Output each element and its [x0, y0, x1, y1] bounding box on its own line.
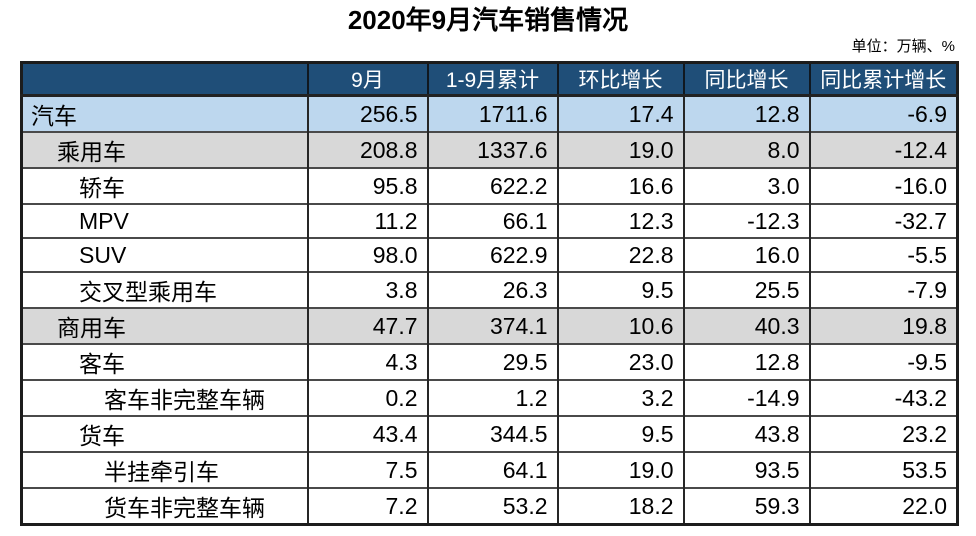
value-cell: 4.3 — [306, 344, 428, 380]
value-cell: 16.0 — [682, 238, 810, 272]
value-cell: 53.5 — [808, 452, 958, 488]
value-cell: 1.2 — [426, 380, 558, 416]
value-cell: 26.3 — [426, 272, 558, 308]
row-label: 客车 — [79, 351, 125, 377]
value-cell: 25.5 — [682, 272, 810, 308]
value-cell: 11.2 — [306, 204, 428, 238]
table-row: 商用车 47.7 374.1 10.6 40.3 19.8 — [21, 308, 958, 344]
table-row: 汽车 256.5 1711.6 17.4 12.8 -6.9 — [21, 95, 958, 132]
value-cell: 47.7 — [306, 308, 428, 344]
value-cell: -16.0 — [808, 168, 958, 204]
value-cell: 95.8 — [306, 168, 428, 204]
value-cell: 622.2 — [426, 168, 558, 204]
table-row: MPV 11.2 66.1 12.3 -12.3 -32.7 — [21, 204, 958, 238]
value-cell: 12.8 — [682, 344, 810, 380]
value-cell: 59.3 — [682, 488, 810, 525]
value-cell: 10.6 — [556, 308, 684, 344]
value-cell: 18.2 — [556, 488, 684, 525]
value-cell: -12.3 — [682, 204, 810, 238]
value-cell: 22.0 — [808, 488, 958, 525]
value-cell: 17.4 — [556, 95, 684, 132]
value-cell: 374.1 — [426, 308, 558, 344]
page-title: 2020年9月汽车销售情况 — [347, 5, 629, 35]
value-cell: 3.2 — [556, 380, 684, 416]
row-label: 轿车 — [79, 175, 125, 201]
table-row: 半挂牵引车 7.5 64.1 19.0 93.5 53.5 — [21, 452, 958, 488]
table-row: 客车 4.3 29.5 23.0 12.8 -9.5 — [21, 344, 958, 380]
value-cell: 7.5 — [306, 452, 428, 488]
value-cell: -12.4 — [808, 132, 958, 168]
value-cell: 64.1 — [426, 452, 558, 488]
value-cell: 7.2 — [306, 488, 428, 525]
value-cell: -14.9 — [682, 380, 810, 416]
value-cell: 8.0 — [682, 132, 810, 168]
value-cell: 23.2 — [808, 416, 958, 452]
table-row: SUV 98.0 622.9 22.8 16.0 -5.5 — [21, 238, 958, 272]
value-cell: 43.8 — [682, 416, 810, 452]
value-cell: 3.0 — [682, 168, 810, 204]
value-cell: 256.5 — [306, 95, 428, 132]
table-row: 轿车 95.8 622.2 16.6 3.0 -16.0 — [21, 168, 958, 204]
column-header-yoy-growth: 同比增长 — [682, 62, 810, 96]
value-cell: -6.9 — [808, 95, 958, 132]
value-cell: -7.9 — [808, 272, 958, 308]
row-label: 货车 — [79, 423, 125, 449]
value-cell: 23.0 — [556, 344, 684, 380]
value-cell: 19.0 — [556, 132, 684, 168]
row-label: 半挂牵引车 — [104, 459, 219, 485]
value-cell: -5.5 — [808, 238, 958, 272]
column-header-september: 9月 — [306, 62, 428, 96]
row-label: 汽车 — [31, 103, 77, 129]
table-row: 客车非完整车辆 0.2 1.2 3.2 -14.9 -43.2 — [21, 380, 958, 416]
row-label: 客车非完整车辆 — [104, 387, 265, 413]
header-row: 9月 1-9月累计 环比增长 同比增长 同比累计增长 — [21, 62, 958, 96]
value-cell: 1711.6 — [426, 95, 558, 132]
value-cell: -9.5 — [808, 344, 958, 380]
table-row: 交叉型乘用车 3.8 26.3 9.5 25.5 -7.9 — [21, 272, 958, 308]
row-label: 交叉型乘用车 — [79, 279, 217, 305]
value-cell: 43.4 — [306, 416, 428, 452]
row-label: 货车非完整车辆 — [104, 495, 265, 521]
table-row: 货车非完整车辆 7.2 53.2 18.2 59.3 22.0 — [22, 488, 958, 525]
value-cell: 344.5 — [426, 416, 558, 452]
value-cell: 22.8 — [556, 238, 684, 272]
value-cell: 16.6 — [556, 168, 684, 204]
value-cell: 93.5 — [682, 452, 810, 488]
row-label: 乘用车 — [57, 139, 126, 165]
value-cell: -32.7 — [808, 204, 958, 238]
value-cell: -43.2 — [808, 380, 958, 416]
row-label: SUV — [79, 241, 127, 268]
column-header-mom-growth: 环比增长 — [556, 62, 684, 96]
value-cell: 9.5 — [556, 272, 684, 308]
value-cell: 66.1 — [426, 204, 558, 238]
column-header-yoy-cumulative-growth: 同比累计增长 — [808, 62, 958, 96]
value-cell: 0.2 — [306, 380, 428, 416]
value-cell: 9.5 — [556, 416, 684, 452]
row-label: 商用车 — [57, 315, 126, 341]
unit-note: 单位：万辆、% — [851, 38, 955, 55]
value-cell: 12.8 — [682, 95, 810, 132]
value-cell: 1337.6 — [426, 132, 558, 168]
value-cell: 40.3 — [682, 308, 810, 344]
table-row: 乘用车 208.8 1337.6 19.0 8.0 -12.4 — [21, 132, 958, 168]
column-header-category — [21, 62, 308, 96]
column-header-cumulative: 1-9月累计 — [426, 62, 558, 96]
value-cell: 208.8 — [306, 132, 428, 168]
value-cell: 3.8 — [306, 272, 428, 308]
value-cell: 98.0 — [306, 238, 428, 272]
value-cell: 29.5 — [426, 344, 558, 380]
value-cell: 622.9 — [426, 238, 558, 272]
table-row: 货车 43.4 344.5 9.5 43.8 23.2 — [21, 416, 958, 452]
value-cell: 19.8 — [808, 308, 958, 344]
value-cell: 19.0 — [556, 452, 684, 488]
row-label: MPV — [79, 207, 129, 234]
value-cell: 12.3 — [556, 204, 684, 238]
sales-table: 9月 1-9月累计 环比增长 同比增长 同比累计增长 汽车 256.5 1711… — [20, 61, 959, 526]
value-cell: 53.2 — [426, 488, 558, 525]
